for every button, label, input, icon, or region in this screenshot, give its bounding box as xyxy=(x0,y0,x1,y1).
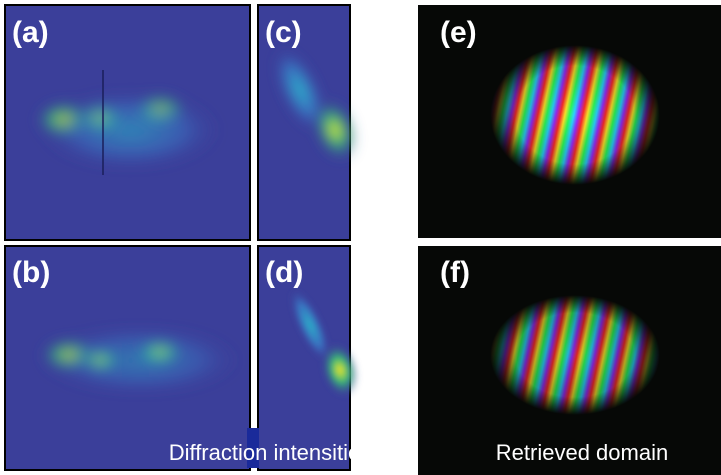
caption: Retrieved domain xyxy=(496,440,668,465)
panel-label: (e) xyxy=(440,16,477,49)
panel-label: (f) xyxy=(440,256,470,289)
panel-label: (a) xyxy=(12,16,49,49)
panel-label: (d) xyxy=(265,256,303,289)
figure: (a) (b) (c) (d) (e) (f) Diffraction inte… xyxy=(0,0,721,475)
panel-label: (b) xyxy=(12,256,50,289)
panel-label: (c) xyxy=(265,16,302,49)
caption: Diffraction intensities xyxy=(169,440,372,465)
